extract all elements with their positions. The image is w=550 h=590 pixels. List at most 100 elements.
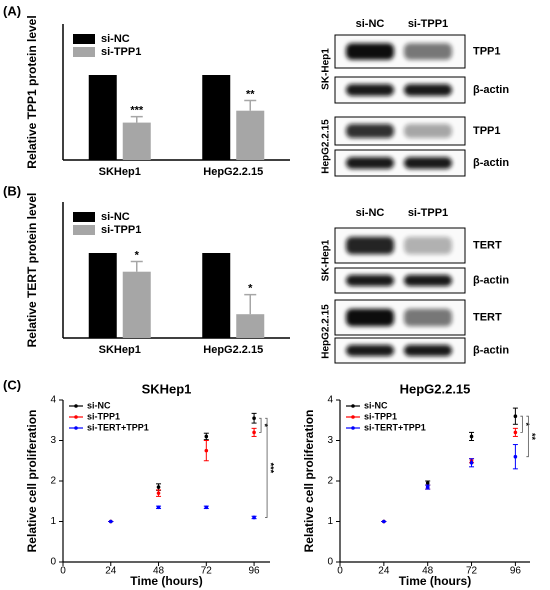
y-tick-label: 4: [327, 395, 333, 406]
significance: *: [521, 423, 531, 427]
legend-swatch: [73, 225, 95, 235]
y-tick-label: 1: [327, 516, 333, 527]
x-tick-label: 24: [378, 566, 390, 577]
blot-band: [346, 43, 394, 60]
blot-column-label: si-NC: [356, 207, 385, 219]
significance-bracket: [520, 415, 523, 433]
point: [252, 416, 256, 421]
blot-band: [346, 124, 394, 138]
point: [513, 454, 518, 459]
blot-cell-line: SK-Hep1: [321, 48, 332, 90]
y-axis-label: Relative cell proliferation: [25, 410, 39, 553]
blot-column-label: si-NC: [356, 18, 385, 30]
x-tick-label: 72: [466, 566, 478, 577]
point: [108, 519, 113, 524]
point: [204, 505, 209, 510]
blot-band: [404, 157, 452, 169]
blot-band: [404, 344, 452, 357]
blot-band: [346, 236, 394, 255]
x-tick-label: SKHep1: [99, 344, 141, 356]
bar: [202, 75, 231, 160]
legend-label: si-NC: [101, 211, 130, 223]
bar: [88, 75, 117, 160]
panel-label: (B): [3, 183, 21, 198]
point: [513, 430, 518, 435]
x-axis-label: Time (hours): [130, 574, 202, 588]
blot-cell-line: HepG2.2.15: [321, 119, 332, 174]
blot-band: [346, 274, 394, 287]
legend-label: si-TPP1: [87, 411, 120, 421]
x-tick-label: 96: [249, 566, 261, 577]
blot-band: [346, 344, 394, 357]
significance: ***: [266, 463, 276, 474]
blot-band: [346, 84, 394, 96]
x-tick-label: 96: [510, 566, 522, 577]
significance: *: [135, 249, 140, 261]
legend-label: si-TERT+TPP1: [364, 422, 426, 432]
point: [156, 485, 161, 489]
point: [204, 434, 209, 439]
bar: [122, 122, 151, 160]
blot-cell-line: SK-Hep1: [321, 239, 332, 281]
legend-marker: [351, 426, 355, 430]
point: [469, 434, 474, 439]
y-axis-label: Relative TERT protein level: [25, 193, 39, 348]
y-tick-label: 2: [50, 476, 56, 487]
panel-label: (C): [3, 377, 21, 392]
x-tick-label: 0: [337, 566, 343, 577]
chart-title: SKHep1: [142, 381, 192, 396]
point: [252, 515, 256, 520]
significance: *: [260, 424, 270, 428]
legend-marker: [351, 404, 355, 408]
legend-marker: [74, 404, 78, 408]
x-tick-label: HepG2.2.15: [203, 166, 263, 178]
significance: ***: [130, 105, 144, 117]
bar: [236, 110, 265, 160]
x-tick-label: 24: [105, 566, 117, 577]
error-bar: [244, 99, 257, 111]
blot-cell-line: HepG2.2.15: [321, 304, 332, 359]
point: [469, 460, 474, 465]
y-axis-label: Relative TPP1 protein level: [25, 15, 39, 168]
blot-band-label: β-actin: [473, 344, 509, 356]
legend-label: si-TERT+TPP1: [87, 422, 149, 432]
blot-band-label: TERT: [473, 239, 502, 251]
point: [204, 448, 209, 453]
significance: *: [248, 283, 253, 295]
legend-swatch: [73, 34, 95, 44]
x-tick-label: 72: [201, 566, 213, 577]
legend-swatch: [73, 47, 95, 57]
point: [156, 505, 161, 510]
significance: **: [527, 433, 537, 441]
legend-label: si-TPP1: [101, 46, 141, 58]
point: [382, 519, 386, 524]
blot-band: [404, 124, 452, 138]
point: [156, 491, 161, 495]
y-tick-label: 3: [50, 435, 56, 446]
blot-band-label: β-actin: [473, 274, 509, 286]
error-bar: [244, 293, 257, 315]
error-bar: [130, 260, 143, 272]
blot-band: [404, 43, 452, 60]
bar: [88, 253, 117, 338]
blot-band: [404, 84, 452, 96]
x-tick-label: HepG2.2.15: [203, 344, 263, 356]
point: [252, 430, 256, 435]
blot-column-label: si-TPP1: [408, 207, 448, 219]
bar: [236, 314, 265, 338]
legend-swatch: [73, 212, 95, 222]
bar: [122, 271, 151, 338]
y-tick-label: 1: [50, 516, 56, 527]
y-tick-label: 3: [327, 435, 333, 446]
x-tick-label: SKHep1: [99, 166, 141, 178]
blot-band-label: β-actin: [473, 157, 509, 169]
y-axis-label: Relative cell proliferation: [302, 410, 316, 553]
point: [513, 414, 518, 419]
legend-label: si-NC: [364, 400, 388, 410]
legend-label: si-NC: [87, 400, 111, 410]
bar: [202, 253, 231, 338]
significance-bracket: [265, 417, 268, 518]
blot-band-label: TPP1: [473, 45, 501, 57]
y-tick-label: 0: [50, 557, 56, 568]
